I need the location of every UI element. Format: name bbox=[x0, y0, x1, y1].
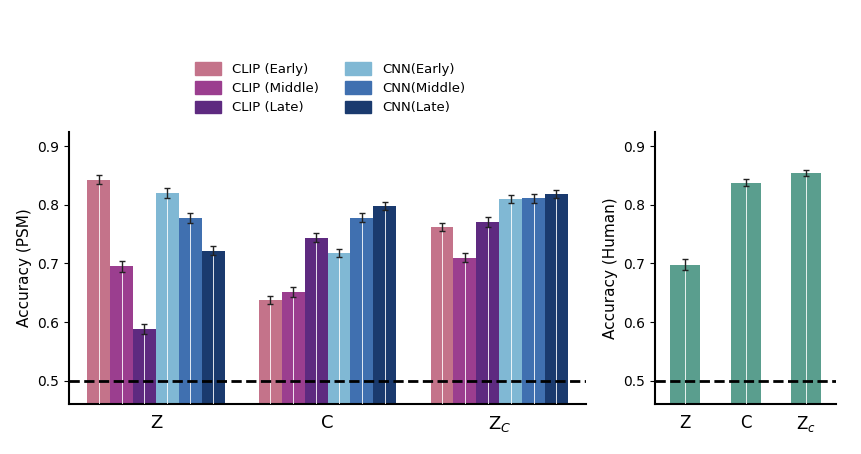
Bar bbox=[669, 265, 699, 454]
Bar bbox=[790, 173, 820, 454]
Bar bbox=[110, 266, 133, 454]
Bar bbox=[453, 257, 476, 454]
Y-axis label: Accuracy (Human): Accuracy (Human) bbox=[602, 197, 617, 339]
Bar bbox=[373, 206, 396, 454]
Bar bbox=[350, 218, 373, 454]
Bar bbox=[476, 222, 499, 454]
Legend: CLIP (Early), CLIP (Middle), CLIP (Late), CNN(Early), CNN(Middle), CNN(Late): CLIP (Early), CLIP (Middle), CLIP (Late)… bbox=[189, 57, 469, 119]
Bar bbox=[522, 198, 544, 454]
Bar bbox=[304, 238, 327, 454]
Bar bbox=[201, 251, 225, 454]
Bar bbox=[133, 329, 156, 454]
Bar bbox=[499, 199, 522, 454]
Bar bbox=[729, 183, 759, 454]
Bar bbox=[430, 227, 453, 454]
Bar bbox=[258, 300, 282, 454]
Bar bbox=[327, 253, 350, 454]
Y-axis label: Accuracy (PSM): Accuracy (PSM) bbox=[16, 208, 32, 327]
Bar bbox=[282, 292, 304, 454]
Bar bbox=[544, 194, 567, 454]
Bar bbox=[87, 180, 110, 454]
Bar bbox=[156, 193, 178, 454]
Bar bbox=[178, 218, 201, 454]
